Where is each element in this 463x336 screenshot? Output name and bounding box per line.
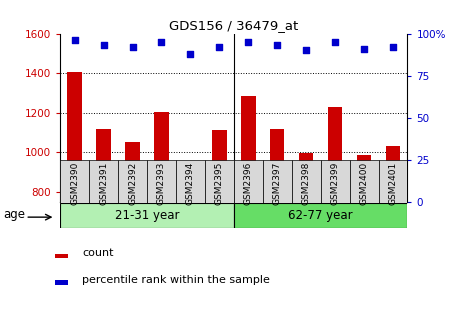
Bar bbox=[212, 130, 226, 202]
Bar bbox=[350, 160, 379, 203]
Bar bbox=[205, 160, 234, 203]
Bar bbox=[89, 160, 118, 203]
Bar bbox=[386, 146, 400, 202]
Text: age: age bbox=[3, 208, 25, 221]
Bar bbox=[357, 155, 371, 202]
Bar bbox=[118, 160, 147, 203]
Bar bbox=[241, 96, 256, 202]
Point bbox=[244, 39, 252, 45]
Bar bbox=[60, 160, 89, 203]
Text: GSM2393: GSM2393 bbox=[157, 162, 166, 205]
Point bbox=[129, 44, 136, 50]
Text: GSM2390: GSM2390 bbox=[70, 162, 79, 205]
Bar bbox=[55, 281, 68, 285]
Text: GSM2397: GSM2397 bbox=[273, 162, 282, 205]
Bar bbox=[176, 160, 205, 203]
Point bbox=[216, 44, 223, 50]
Text: GSM2401: GSM2401 bbox=[388, 162, 397, 205]
Bar bbox=[292, 160, 320, 203]
Point bbox=[158, 39, 165, 45]
Point bbox=[389, 44, 397, 50]
Bar bbox=[234, 160, 263, 203]
Bar bbox=[147, 160, 176, 203]
Bar bbox=[125, 142, 140, 202]
Title: GDS156 / 36479_at: GDS156 / 36479_at bbox=[169, 19, 299, 33]
Text: GSM2400: GSM2400 bbox=[360, 162, 369, 205]
Text: percentile rank within the sample: percentile rank within the sample bbox=[82, 275, 270, 285]
Bar bbox=[328, 107, 342, 202]
Text: GSM2391: GSM2391 bbox=[99, 162, 108, 205]
Bar bbox=[96, 129, 111, 202]
Text: 21-31 year: 21-31 year bbox=[115, 209, 179, 222]
Text: GSM2396: GSM2396 bbox=[244, 162, 253, 205]
Bar bbox=[55, 254, 68, 258]
Text: count: count bbox=[82, 248, 114, 258]
Bar bbox=[270, 129, 284, 202]
Bar bbox=[68, 72, 82, 202]
Bar bbox=[234, 203, 407, 228]
Text: GSM2398: GSM2398 bbox=[302, 162, 311, 205]
Bar bbox=[299, 153, 313, 202]
Point bbox=[302, 48, 310, 53]
Point bbox=[360, 46, 368, 51]
Point bbox=[100, 43, 107, 48]
Point bbox=[187, 51, 194, 56]
Text: GSM2395: GSM2395 bbox=[215, 162, 224, 205]
Bar bbox=[60, 203, 234, 228]
Point bbox=[274, 43, 281, 48]
Bar bbox=[379, 160, 407, 203]
Point bbox=[332, 39, 339, 45]
Bar bbox=[183, 180, 198, 202]
Bar bbox=[263, 160, 292, 203]
Text: GSM2394: GSM2394 bbox=[186, 162, 195, 205]
Bar bbox=[154, 112, 169, 202]
Text: GSM2399: GSM2399 bbox=[331, 162, 339, 205]
Text: 62-77 year: 62-77 year bbox=[288, 209, 353, 222]
Point bbox=[71, 38, 78, 43]
Bar bbox=[320, 160, 350, 203]
Text: GSM2392: GSM2392 bbox=[128, 162, 137, 205]
